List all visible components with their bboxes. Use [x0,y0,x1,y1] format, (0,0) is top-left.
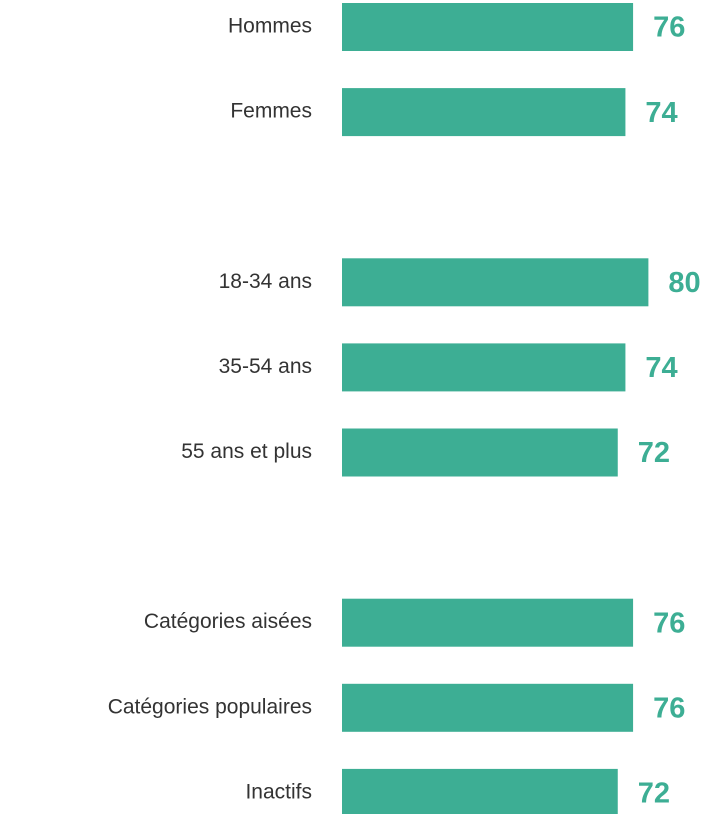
category-label: Femmes [230,100,312,123]
category-label: Inactifs [245,780,312,803]
category-label: 18-34 ans [219,270,312,293]
value-label: 76 [653,12,685,44]
category-label: Catégories aisées [144,610,312,633]
bar [342,428,618,477]
value-label: 80 [668,267,700,299]
value-label: 76 [653,692,685,724]
bar [342,343,626,392]
category-label: 55 ans et plus [181,440,312,463]
value-label: 74 [645,352,677,384]
bar [342,258,649,307]
value-label: 74 [645,97,677,129]
value-label: 72 [638,437,670,469]
category-label: 35-54 ans [219,355,312,378]
bar [342,683,634,732]
category-label: Hommes [228,15,312,38]
bar [342,88,626,137]
bar [342,598,634,647]
category-label: Catégories populaires [108,695,312,718]
bar [342,3,634,51]
value-label: 76 [653,607,685,639]
value-label: 72 [638,778,670,810]
bar [342,768,618,814]
